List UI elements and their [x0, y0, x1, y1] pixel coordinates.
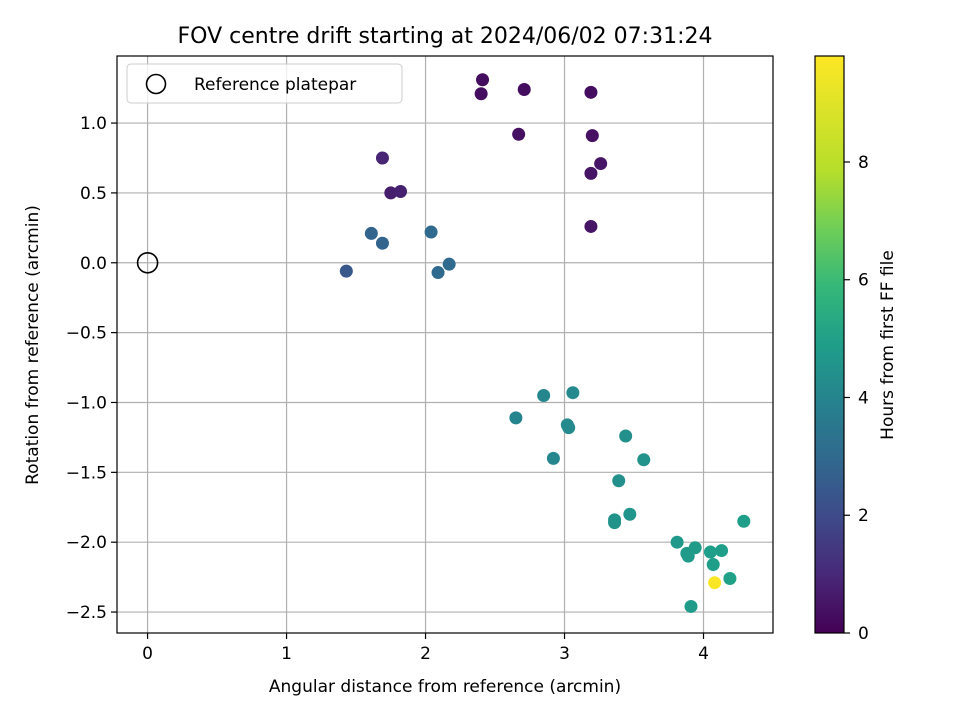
- scatter-point: [637, 453, 651, 467]
- scatter-point: [537, 388, 551, 402]
- scatter-point: [584, 85, 598, 99]
- scatter-point: [476, 73, 490, 87]
- scatter-point: [706, 558, 720, 572]
- legend-box: [126, 63, 403, 104]
- x-tick-label: 4: [698, 644, 709, 664]
- scatter-point: [474, 87, 488, 101]
- scatter-point: [585, 129, 599, 143]
- scatter-point: [394, 185, 408, 199]
- colorbar-gradient: [814, 55, 845, 634]
- colorbar-tick-label: 6: [858, 271, 869, 291]
- colorbar-tick-label: 8: [858, 153, 869, 173]
- y-tick-label: −0.5: [66, 324, 107, 344]
- colorbar: 0 2 4 6 8 Hours from first FF file: [814, 55, 898, 644]
- scatter-point: [562, 421, 576, 435]
- scatter-point: [723, 572, 737, 586]
- y-tick-label: 0.0: [80, 254, 107, 274]
- scatter-point: [431, 266, 445, 280]
- chart-title: FOV centre drift starting at 2024/06/02 …: [178, 24, 713, 49]
- x-axis: 0 1 2 3 4: [142, 633, 709, 664]
- colorbar-ticks: 0 2 4 6 8: [844, 153, 869, 644]
- x-tick-label: 3: [559, 644, 570, 664]
- scatter-point: [737, 514, 751, 528]
- scatter-point: [424, 225, 438, 239]
- scatter-point: [703, 545, 717, 559]
- scatter-point: [546, 451, 560, 465]
- scatter-point: [608, 516, 622, 530]
- y-axis-label: Rotation from reference (arcmin): [23, 205, 43, 485]
- y-axis: −2.5 −2.0 −1.5 −1.0 −0.5 0.0 0.5 1.0: [66, 114, 117, 623]
- scatter-point: [584, 219, 598, 233]
- x-tick-label: 0: [142, 644, 153, 664]
- scatter-point: [681, 549, 695, 563]
- colorbar-tick-label: 0: [858, 624, 869, 644]
- colorbar-tick-label: 2: [858, 506, 869, 526]
- scatter-point: [512, 127, 526, 141]
- scatter-point: [670, 535, 684, 549]
- x-tick-label: 2: [420, 644, 431, 664]
- x-tick-label: 1: [281, 644, 292, 664]
- y-tick-label: −1.0: [66, 393, 107, 413]
- scatter-point: [612, 474, 626, 488]
- scatter-point: [619, 429, 633, 443]
- scatter-point: [684, 599, 698, 613]
- scatter-point: [566, 386, 580, 400]
- scatter-point: [708, 576, 722, 590]
- legend: Reference platepar: [126, 63, 403, 104]
- scatter-point: [517, 83, 531, 97]
- plot-frame: [116, 55, 774, 634]
- grid: [117, 56, 773, 633]
- scatter-point: [509, 411, 523, 425]
- scatter-point: [594, 157, 608, 171]
- scatter-point: [442, 257, 456, 271]
- y-tick-label: −2.0: [66, 533, 107, 553]
- scatter-point: [364, 226, 378, 240]
- scatter-point: [623, 507, 637, 521]
- x-axis-label: Angular distance from reference (arcmin): [269, 677, 621, 697]
- scatter-point: [584, 166, 598, 180]
- scatter-point: [384, 186, 398, 200]
- legend-entry-reference-platepar: Reference platepar: [194, 75, 356, 95]
- reference-platepar-marker: [136, 251, 159, 274]
- scatter-point: [715, 544, 729, 558]
- colorbar-label: Hours from first FF file: [878, 250, 898, 440]
- y-tick-label: 0.5: [80, 184, 107, 204]
- y-tick-label: −1.5: [66, 463, 107, 483]
- scatter-points: [339, 73, 751, 613]
- y-tick-label: 1.0: [80, 114, 107, 134]
- scatter-point: [339, 264, 353, 278]
- reference-marker: [136, 251, 159, 274]
- colorbar-tick-label: 4: [858, 388, 869, 408]
- scatter-point: [375, 151, 389, 165]
- legend-reference-marker-icon: [145, 73, 167, 95]
- scatter-point: [375, 236, 389, 250]
- y-tick-label: −2.5: [66, 603, 107, 623]
